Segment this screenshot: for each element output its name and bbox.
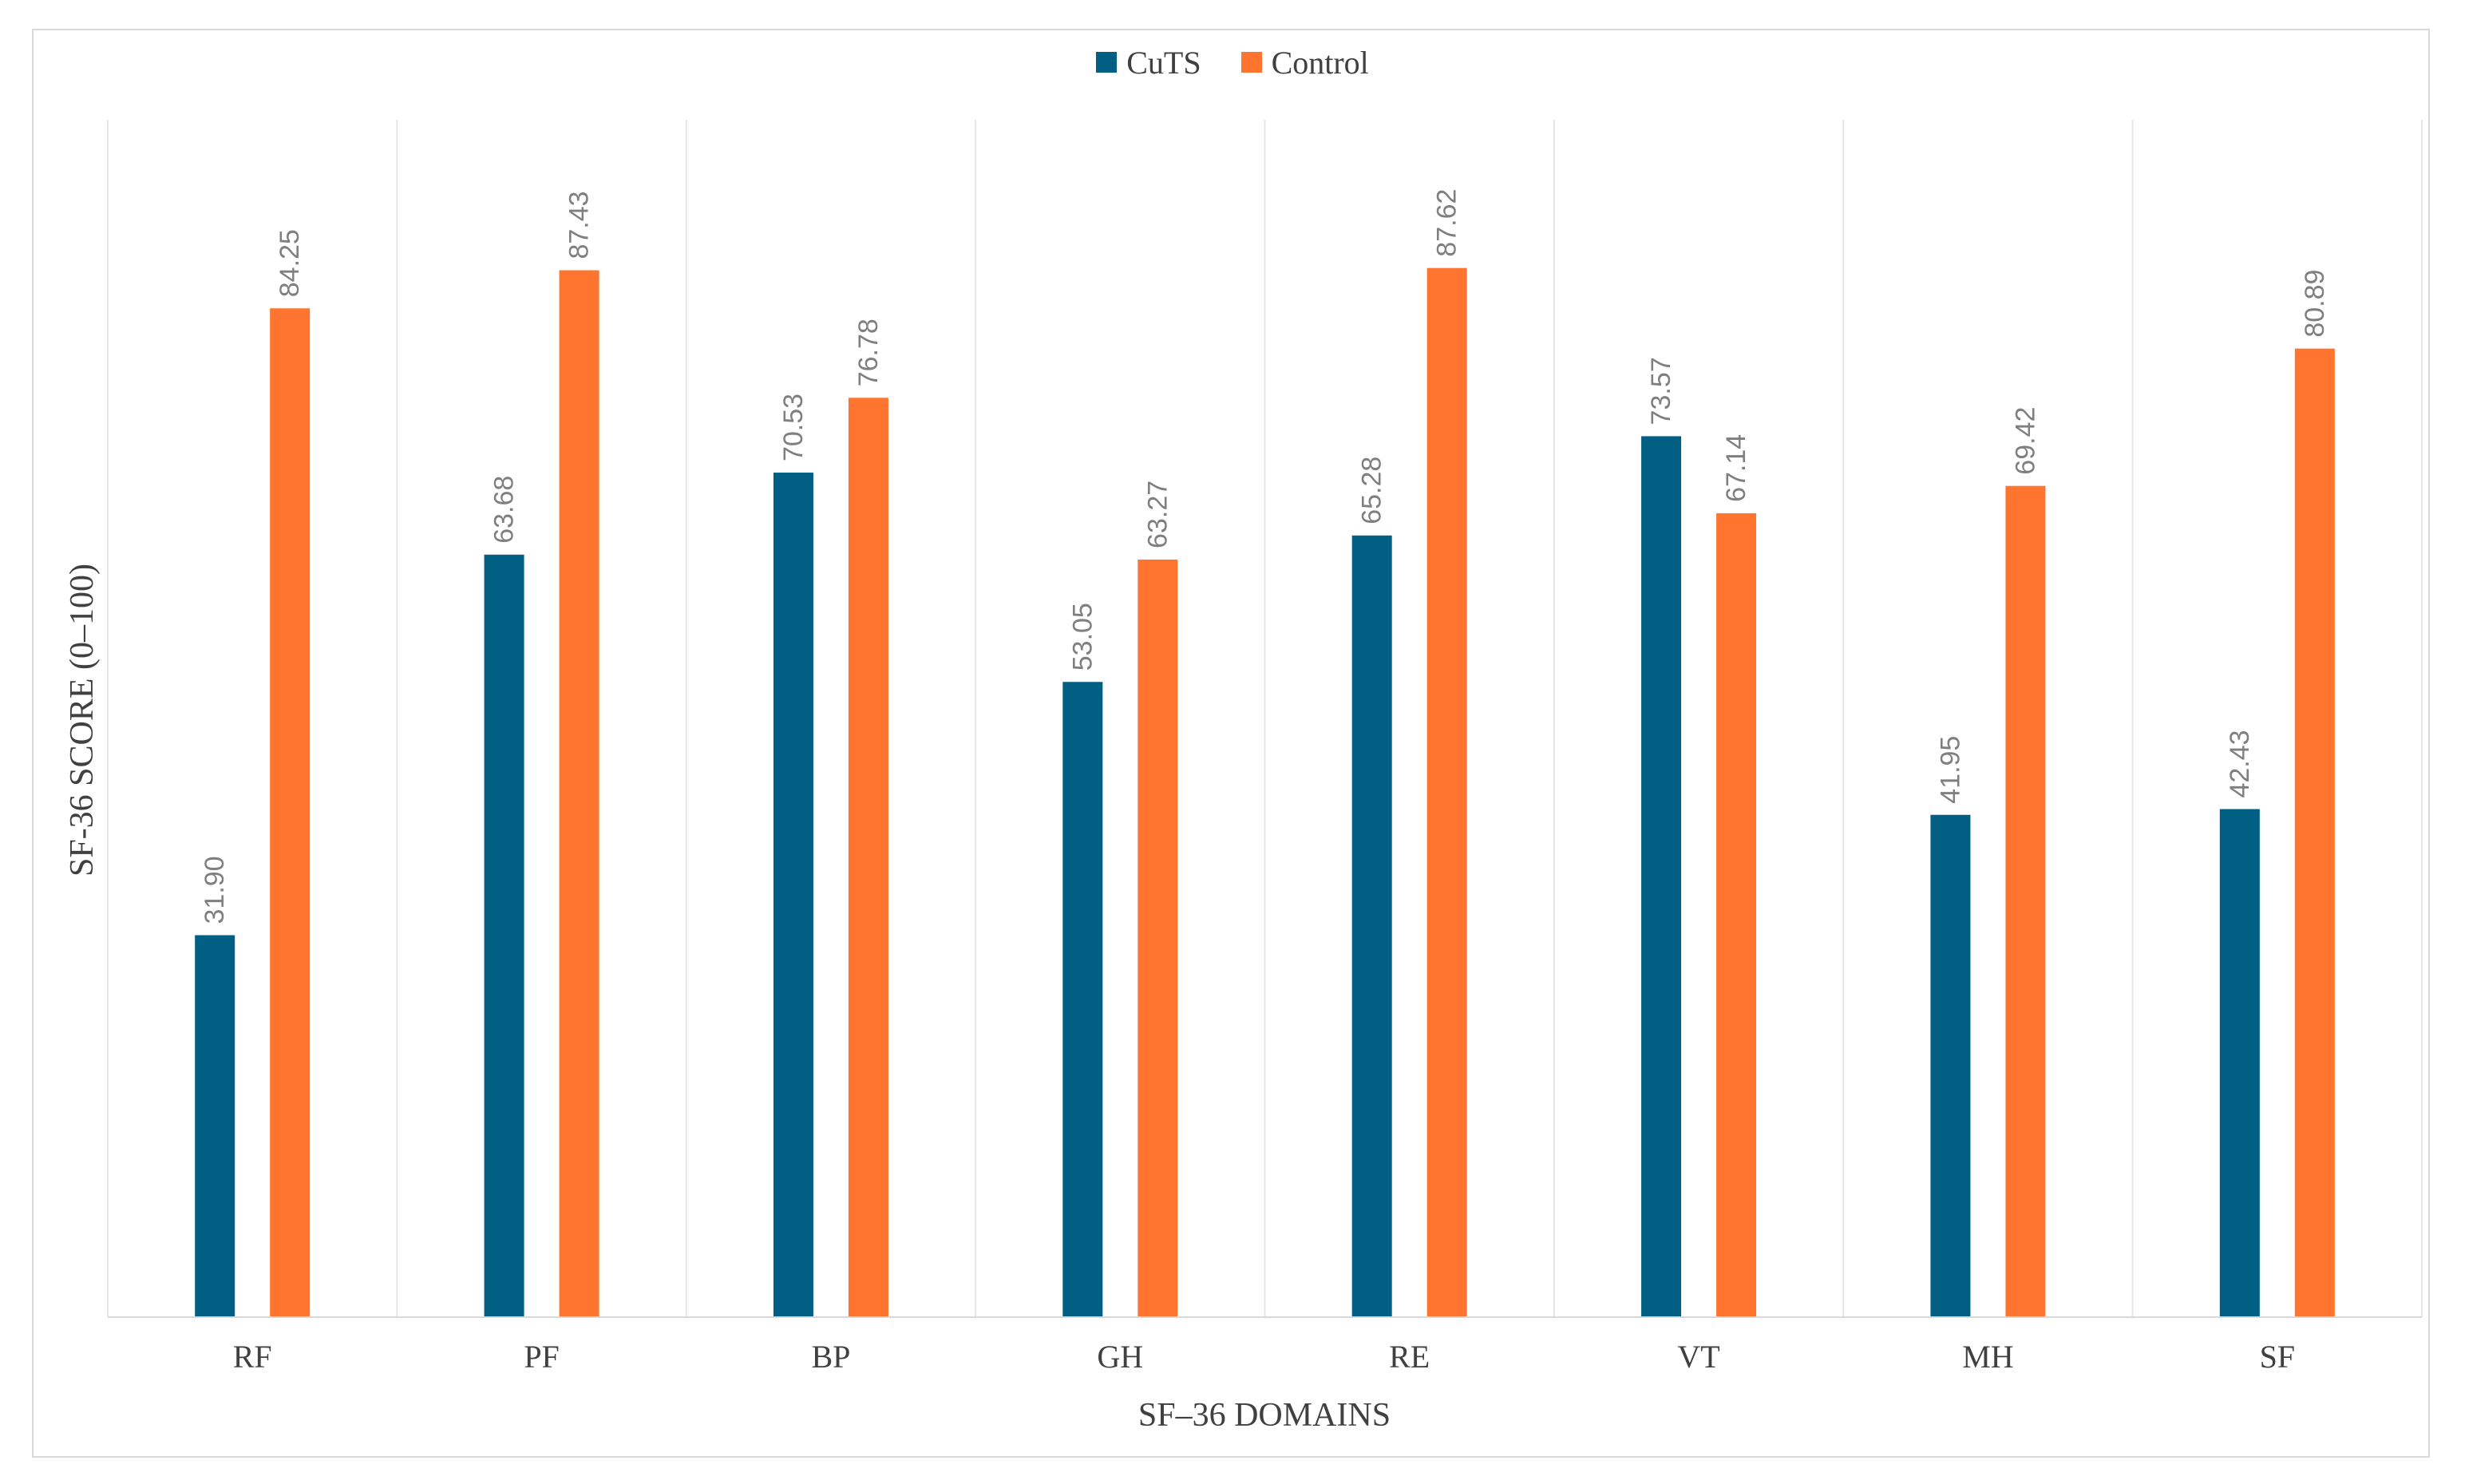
bar-control-sf (2294, 348, 2335, 1317)
x-tick-label-re: RE (1389, 1339, 1430, 1375)
legend-label-cuts: CuTS (1126, 44, 1201, 81)
bar-control-mh (2005, 485, 2046, 1318)
bar-cuts-vt (1641, 436, 1682, 1318)
x-tick-label-pf: PF (524, 1339, 560, 1375)
data-label-control-mh: 69.42 (2010, 407, 2040, 475)
x-tick-label-mh: MH (1962, 1339, 2013, 1375)
x-tick-labels: RF PF BP GH RE VT MH SF (233, 1339, 2295, 1375)
bars (195, 267, 2335, 1318)
bar-cuts-re (1351, 535, 1392, 1317)
x-tick-label-bp: BP (811, 1339, 850, 1375)
bar-control-gh (1138, 559, 1178, 1317)
x-tick-label-rf: RF (233, 1339, 272, 1375)
data-label-cuts-gh: 53.05 (1067, 603, 1098, 671)
legend-item-cuts: CuTS (1096, 44, 1201, 81)
bar-control-pf (559, 270, 599, 1317)
x-axis-title: SF–36 DOMAINS (1138, 1397, 1391, 1434)
data-label-cuts-rf: 31.90 (200, 856, 230, 924)
data-labels: 31.90 84.25 63.68 87.43 70.53 76.78 53.05 63.27… (200, 189, 2330, 924)
bar-cuts-sf (2219, 809, 2260, 1317)
bar-control-rf (270, 308, 311, 1317)
data-label-control-re: 87.62 (1432, 189, 1462, 257)
bar-control-vt (1716, 512, 1757, 1317)
data-label-cuts-re: 65.28 (1357, 457, 1387, 524)
data-label-control-rf: 84.25 (275, 229, 305, 297)
bar-cuts-mh (1930, 814, 1971, 1317)
bar-cuts-gh (1062, 682, 1103, 1317)
legend-item-control: Control (1240, 44, 1369, 81)
data-label-control-pf: 87.43 (564, 191, 595, 259)
bar-cuts-bp (773, 473, 813, 1317)
gridlines (107, 120, 2423, 1317)
x-tick-label-sf: SF (2260, 1339, 2296, 1375)
bar-control-re (1426, 267, 1467, 1318)
data-label-cuts-mh: 41.95 (1935, 736, 1965, 804)
bar-cuts-pf (484, 554, 524, 1317)
x-tick-label-gh: GH (1097, 1339, 1143, 1375)
data-label-control-sf: 80.89 (2300, 270, 2330, 338)
data-label-control-gh: 63.27 (1142, 481, 1173, 548)
legend: CuTS Control (0, 43, 2465, 81)
data-label-cuts-vt: 73.57 (1646, 357, 1676, 425)
data-label-cuts-pf: 63.68 (489, 476, 520, 544)
data-label-cuts-bp: 70.53 (778, 394, 809, 461)
bar-control-bp (848, 398, 888, 1317)
legend-swatch-control (1240, 52, 1262, 73)
x-tick-label-vt: VT (1677, 1339, 1719, 1375)
bar-cuts-rf (195, 935, 235, 1317)
data-label-control-bp: 76.78 (853, 319, 884, 386)
legend-label-control: Control (1271, 44, 1369, 81)
data-label-cuts-sf: 42.43 (2225, 730, 2255, 797)
data-label-control-vt: 67.14 (1721, 434, 1751, 502)
legend-swatch-cuts (1096, 52, 1118, 73)
y-axis-title: SF-36 SCORE (0–100) (64, 564, 101, 877)
